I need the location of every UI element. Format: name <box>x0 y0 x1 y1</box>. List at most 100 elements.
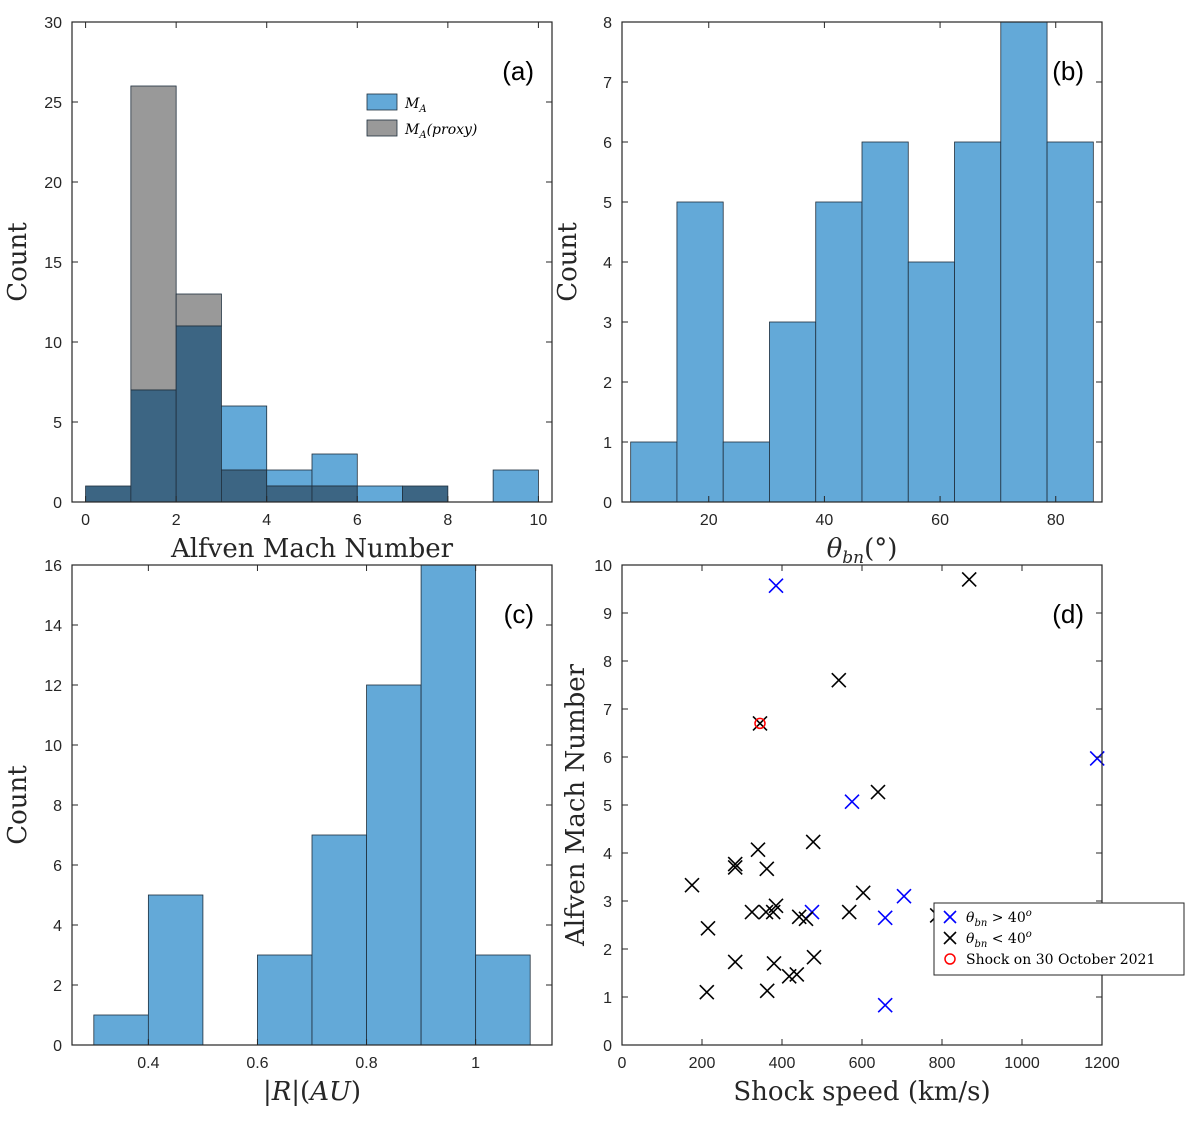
x-tick-label: 2 <box>172 512 181 529</box>
y-axis-label: Count <box>3 222 33 302</box>
x-tick-label: 0 <box>618 1055 627 1072</box>
histogram-bar <box>1046 141 1094 502</box>
y-tick-label: 0 <box>53 1038 62 1055</box>
x-axis-label: θbn(°) <box>827 534 898 568</box>
scatter-point <box>781 968 797 984</box>
legend-label: MA(proxy) <box>404 122 477 141</box>
bars <box>85 85 539 502</box>
x-tick-label: 0.8 <box>355 1055 377 1072</box>
y-tick-label: 7 <box>603 75 612 92</box>
y-tick-label: 12 <box>44 678 62 695</box>
y-tick-label: 2 <box>53 978 62 995</box>
histogram-bar <box>130 85 177 391</box>
y-axis-label: Count <box>553 222 583 302</box>
y-tick-label: 20 <box>44 175 62 192</box>
y-tick-label: 15 <box>44 255 62 272</box>
x-tick-label: 80 <box>1047 512 1065 529</box>
legend-label: Shock on 30 October 2021 <box>966 952 1155 968</box>
y-tick-label: 5 <box>603 798 612 815</box>
panel-b-histogram: 20 40 60 80 0 1 2 3 4 5 6 7 8 (b) Count θbn(°) <box>553 15 1103 568</box>
y-tick-label: 9 <box>603 606 612 623</box>
x-tick-label: 4 <box>262 512 271 529</box>
y-tick-label: 16 <box>44 558 62 575</box>
y-tick-label: 2 <box>603 942 612 959</box>
scatter-point <box>877 910 893 926</box>
histogram-bar-overlap <box>130 389 177 502</box>
x-tick-label: 8 <box>443 512 452 529</box>
scatter-point <box>855 885 871 901</box>
y-tick-label: 0 <box>53 495 62 512</box>
x-tick-label: 800 <box>929 1055 956 1072</box>
y-tick-label: 1 <box>603 435 612 452</box>
scatter-point <box>805 834 821 850</box>
histogram-bar <box>221 405 268 471</box>
y-axis-label: Alfven Mach Number <box>561 663 591 947</box>
legend-label: θbn > 40o <box>966 908 1032 929</box>
x-tick-label: 0.4 <box>137 1055 159 1072</box>
panel-a-histogram: MA MA(proxy) 0 2 4 6 8 10 0 5 10 15 20 25 30 (a) Count Al… <box>3 15 553 564</box>
histogram-bar-overlap <box>221 469 268 502</box>
y-tick-label: 0 <box>603 1038 612 1055</box>
histogram-bar <box>311 453 358 487</box>
x-tick-label: 600 <box>849 1055 876 1072</box>
legend-label: MA <box>404 96 427 115</box>
y-tick-label: 2 <box>603 375 612 392</box>
histogram-bar <box>266 469 313 487</box>
y-tick-label: 10 <box>594 558 612 575</box>
x-tick-label: 1 <box>471 1055 480 1072</box>
y-axis-label: Count <box>3 765 33 845</box>
x-tick-label: 0 <box>81 512 90 529</box>
y-tick-label: 4 <box>603 255 612 272</box>
scatter-point-highlight <box>754 717 766 730</box>
scatter-point <box>896 888 912 904</box>
histogram-bar-overlap <box>175 325 222 502</box>
histogram-bar <box>492 469 539 502</box>
scatter-point <box>744 904 760 920</box>
legend-label: θbn < 40o <box>966 929 1032 950</box>
scatter-point <box>961 571 977 587</box>
y-tick-label: 4 <box>603 846 612 863</box>
x-tick-label: 1200 <box>1084 1055 1120 1072</box>
histogram-bar <box>147 894 204 1045</box>
x-tick-label: 6 <box>353 512 362 529</box>
histogram-bar <box>93 1014 149 1045</box>
legend-marker <box>943 910 957 924</box>
panel-label: (b) <box>1052 56 1084 86</box>
y-tick-label: 3 <box>603 894 612 911</box>
scatter-point <box>870 784 886 800</box>
histogram-bar <box>676 201 724 502</box>
histogram-bar <box>475 954 531 1045</box>
scatter-point <box>798 911 814 927</box>
scatter-point <box>831 672 847 688</box>
y-tick-label: 6 <box>603 750 612 767</box>
histogram-bar <box>954 141 1002 502</box>
x-tick-label: 0.6 <box>246 1055 268 1072</box>
histogram-bar <box>356 485 403 502</box>
scatter-point <box>759 983 775 999</box>
panel-label: (a) <box>502 56 534 86</box>
x-tick-label: 200 <box>689 1055 716 1072</box>
scatter-point <box>684 877 700 893</box>
scatter-point <box>727 856 743 872</box>
legend-box <box>933 902 1185 976</box>
scatter-point <box>752 715 768 731</box>
bars <box>93 565 531 1045</box>
y-tick-label: 1 <box>603 990 612 1007</box>
y-tick-label: 25 <box>44 95 62 112</box>
legend-marker <box>944 953 956 965</box>
histogram-bar <box>366 684 422 1045</box>
histogram-bar <box>861 141 909 502</box>
scatter-point <box>700 920 716 936</box>
scatter-point <box>727 954 743 970</box>
x-tick-label: 1000 <box>1004 1055 1040 1072</box>
bars <box>630 22 1094 502</box>
histogram-bar <box>815 201 863 502</box>
x-axis-label: Alfven Mach Number <box>170 534 454 564</box>
panel-label: (c) <box>504 599 534 629</box>
histogram-bar-overlap <box>311 485 358 502</box>
histogram-bar <box>630 441 678 502</box>
x-tick-label: 40 <box>816 512 834 529</box>
